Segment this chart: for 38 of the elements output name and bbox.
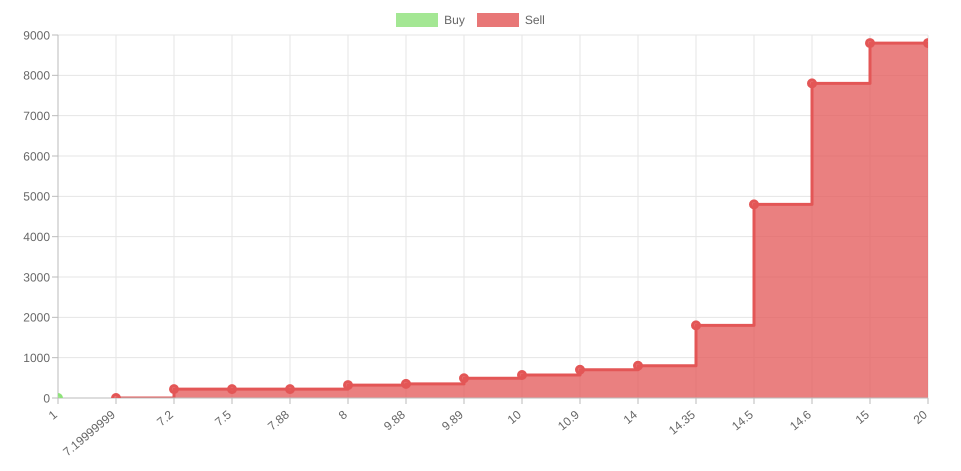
point (227, 384, 237, 394)
x-tick-label: 20 (910, 407, 930, 427)
point (575, 364, 585, 375)
legend-label: Buy (443, 13, 465, 27)
x-tick-label: 7.2 (154, 407, 176, 430)
point (343, 380, 353, 390)
x-tick-label: 7.5 (212, 407, 234, 430)
point (865, 38, 875, 48)
x-tick-label: 8 (336, 407, 350, 423)
point (285, 384, 295, 394)
y-tick-label: 5000 (23, 190, 50, 204)
y-tick-label: 3000 (23, 270, 50, 284)
point (749, 199, 759, 210)
y-tick-label: 9000 (23, 28, 50, 42)
y-tick-label: 8000 (23, 68, 50, 83)
x-tick-label: 15 (852, 407, 872, 427)
x-tick-label: 9.89 (439, 407, 466, 434)
x-tick-label: 10 (504, 407, 524, 427)
x-tick-label: 10.9 (555, 407, 582, 434)
point (691, 320, 701, 330)
legend-label: Sell (524, 13, 545, 27)
point (807, 78, 817, 88)
point (633, 360, 643, 371)
point (459, 373, 469, 384)
y-tick-label: 6000 (23, 149, 50, 164)
x-tick-label: 14.6 (787, 407, 814, 434)
x-tick-label: 7.88 (265, 407, 292, 434)
y-tick-label: 4000 (23, 230, 50, 244)
y-tick-label: 0 (43, 391, 50, 406)
point (517, 370, 527, 380)
y-tick-label: 2000 (23, 310, 50, 325)
point (401, 378, 411, 389)
point (169, 384, 179, 394)
x-tick-label: 14 (620, 407, 640, 427)
y-tick-label: 1000 (23, 350, 50, 365)
y-tick-label: 7000 (23, 108, 50, 123)
x-tick-label: 1 (46, 407, 60, 423)
x-tick-label: 9.88 (381, 407, 408, 434)
